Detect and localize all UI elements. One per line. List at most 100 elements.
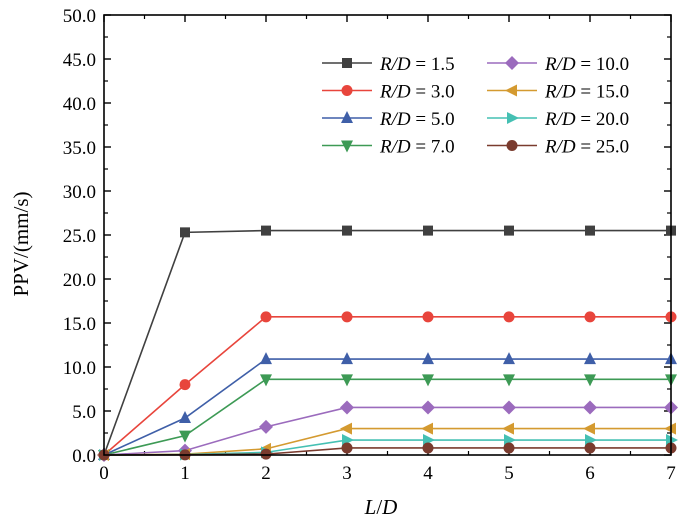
y-tick-label: 0.0 — [72, 446, 96, 467]
plot-frame-layer — [103, 14, 672, 456]
x-axis-title-var1: L — [364, 495, 377, 519]
data-point — [502, 422, 514, 435]
legend-label: R/D = 5.0 — [379, 109, 455, 130]
data-point — [422, 352, 434, 365]
data-point — [421, 422, 433, 435]
series-line — [103, 427, 671, 456]
series-line — [103, 316, 671, 456]
data-point — [503, 442, 515, 454]
legend-marker — [342, 58, 352, 68]
legend-label-var: R/D — [379, 109, 411, 130]
legend-label: R/D = 15.0 — [544, 82, 629, 103]
y-tick-label: 15.0 — [63, 314, 96, 335]
x-tick-label: 1 — [180, 463, 190, 484]
legend-label-var: R/D — [544, 137, 576, 158]
data-point — [503, 374, 515, 387]
legend-label-value: = 20.0 — [576, 109, 629, 130]
x-axis-title-var2: D — [381, 495, 397, 519]
series-1 — [99, 225, 676, 460]
series-layer — [97, 225, 678, 462]
legend-label: R/D = 3.0 — [379, 82, 455, 103]
legend-label-var: R/D — [544, 109, 576, 130]
legend-label-value: = 5.0 — [411, 109, 455, 130]
data-point — [423, 225, 433, 236]
legend-label-var: R/D — [544, 54, 576, 75]
legend-label-value: = 25.0 — [576, 137, 629, 158]
data-point — [584, 352, 596, 365]
legend-label-var: R/D — [379, 82, 411, 103]
legend-item: R/D = 5.0 — [322, 109, 455, 130]
data-point — [260, 374, 272, 387]
x-tick-label: 3 — [342, 463, 352, 484]
data-point — [502, 400, 516, 415]
legend-label-value: = 1.5 — [411, 54, 455, 75]
y-tick-label: 45.0 — [63, 50, 96, 71]
legend-marker — [506, 140, 518, 151]
series-line — [103, 406, 671, 456]
y-tick-label: 40.0 — [63, 94, 96, 115]
series-line — [103, 378, 671, 456]
legend-marker — [341, 140, 353, 153]
legend-label: R/D = 7.0 — [379, 137, 455, 158]
series-line — [103, 358, 671, 456]
legend-marker — [505, 56, 519, 70]
data-point — [664, 422, 676, 435]
x-tick-label: 0 — [99, 463, 109, 484]
y-tick-label: 5.0 — [72, 402, 96, 423]
legend-label: R/D = 25.0 — [544, 137, 629, 158]
legend-label-var: R/D — [379, 137, 411, 158]
legend-marker — [507, 112, 519, 124]
data-point — [341, 311, 353, 323]
data-point — [584, 374, 596, 387]
data-point — [504, 225, 514, 236]
legend-item: R/D = 25.0 — [487, 137, 629, 158]
data-point — [259, 419, 273, 434]
legend-item: R/D = 7.0 — [322, 137, 455, 158]
series-2 — [98, 311, 677, 461]
legend-label-value: = 7.0 — [411, 137, 455, 158]
legend-item: R/D = 20.0 — [487, 109, 629, 130]
legend-label-value: = 15.0 — [576, 82, 629, 103]
y-tick-label: 20.0 — [63, 270, 96, 291]
data-point — [584, 442, 596, 454]
legend-item: R/D = 15.0 — [487, 82, 629, 103]
y-axis-title: PPV/(mm/s) — [9, 191, 33, 296]
legend-label: R/D = 1.5 — [379, 54, 455, 75]
legend-marker — [341, 111, 353, 123]
data-point — [260, 311, 272, 323]
y-tick-label: 10.0 — [63, 358, 96, 379]
y-tick-label: 30.0 — [63, 182, 96, 203]
legend-item: R/D = 3.0 — [322, 82, 455, 103]
legend-label: R/D = 10.0 — [544, 54, 629, 75]
legend-label-var: R/D — [379, 54, 411, 75]
legend-label-var: R/D — [544, 82, 576, 103]
legend-item: R/D = 10.0 — [487, 54, 629, 75]
data-point — [503, 311, 515, 323]
data-point — [179, 430, 191, 443]
x-tick-label: 7 — [666, 463, 676, 484]
legend-marker — [505, 84, 517, 97]
data-point — [180, 227, 190, 238]
legend-label-value: = 3.0 — [411, 82, 455, 103]
x-tick-label: 2 — [261, 463, 271, 484]
series-line — [103, 229, 671, 456]
data-point — [179, 411, 191, 424]
axes-layer: 0 1 2 3 4 5 6 7 0.0 5.0 10.0 15.0 20.0 25.0 30.0 35.0 40… — [63, 6, 676, 484]
x-tick-label: 4 — [423, 463, 433, 484]
data-point — [179, 379, 191, 391]
x-axis-title: L/D — [364, 495, 398, 519]
data-point — [583, 422, 595, 435]
data-point — [422, 374, 434, 387]
data-point — [341, 442, 353, 454]
x-tick-label: 6 — [585, 463, 595, 484]
data-point — [340, 400, 354, 415]
data-point — [585, 225, 595, 236]
data-point — [422, 442, 434, 454]
data-point — [342, 225, 352, 236]
y-tick-label: 35.0 — [63, 138, 96, 159]
data-point — [261, 225, 271, 236]
data-point — [341, 352, 353, 365]
legend-marker — [341, 85, 353, 96]
